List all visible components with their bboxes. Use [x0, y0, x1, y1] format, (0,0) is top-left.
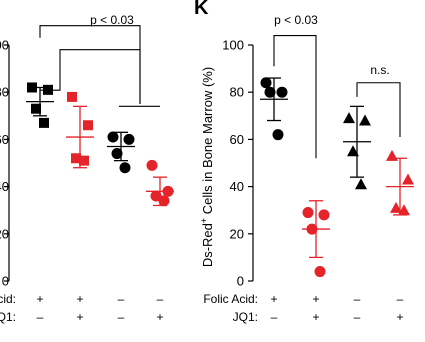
left-data-point [39, 117, 49, 128]
left-y-tick-label: 40 [0, 179, 9, 194]
right-data-point [347, 145, 359, 157]
left-folic-sign: – [157, 292, 164, 306]
right-data-point [306, 223, 318, 235]
left-y-tick-label: 80 [0, 85, 9, 100]
left-y-tick-label: 60 [0, 132, 9, 147]
right-data-point [272, 129, 284, 141]
right-data-point [359, 114, 371, 126]
right-y-tick-label: 0 [237, 274, 244, 289]
left-data-point [31, 103, 41, 114]
right-sig-bracket [273, 35, 317, 159]
left-jq1-sign: + [156, 310, 163, 324]
left-y-tick-label: 20 [0, 226, 9, 241]
right-folic-sign: – [397, 292, 404, 306]
right-data-point [276, 86, 288, 98]
right-data-point [302, 207, 314, 219]
right-y-axis-label: Ds-Red+ Cells in Bone Marrow (%) [199, 67, 215, 267]
right-data-point [343, 112, 355, 124]
left-data-point [67, 91, 77, 102]
right-ns-label: n.s. [370, 63, 389, 77]
left-data-point [107, 131, 119, 143]
left-data-point [150, 190, 162, 202]
left-row-label-folic: cid: [0, 292, 16, 306]
right-data-point [398, 204, 410, 216]
left-data-point [79, 155, 89, 166]
right-data-point [402, 173, 414, 185]
left-jq1-sign: – [118, 310, 125, 324]
right-folic-sign: + [312, 292, 319, 306]
left-data-point [158, 195, 170, 207]
right-y-tick-label: 40 [230, 179, 244, 194]
right-data-point [390, 201, 402, 213]
left-row-label-jq1: JQ1: [0, 310, 16, 324]
left-sig-bracket-upper [40, 49, 141, 104]
right-data-point [314, 266, 326, 278]
left-y-tick-label: 0 [2, 274, 9, 289]
left-data-point [27, 82, 37, 93]
right-row-label-folic: Folic Acid: [203, 292, 258, 306]
right-data-point [318, 209, 330, 221]
left-sig-label: p < 0.03 [90, 13, 134, 27]
left-data-point [71, 153, 81, 164]
right-data-point [355, 178, 367, 190]
right-y-tick-label: 80 [230, 85, 244, 100]
right-y-tick-label: 20 [230, 226, 244, 241]
right-y-tick-label: 100 [222, 38, 244, 53]
left-data-point [119, 162, 131, 174]
right-jq1-sign: + [396, 310, 403, 324]
left-data-point [162, 185, 174, 197]
right-data-point [260, 77, 272, 89]
right-jq1-sign: + [312, 310, 319, 324]
left-data-point [111, 148, 123, 160]
right-data-point [264, 86, 276, 98]
right-panel: p < 0.03 n.s. Ds-Red+ Cells in Bone Marr… [199, 13, 414, 324]
right-jq1-sign: – [271, 310, 278, 324]
left-folic-sign: – [118, 292, 125, 306]
left-folic-sign: + [76, 292, 83, 306]
left-folic-sign: + [36, 292, 43, 306]
right-y-tick-label: 60 [230, 132, 244, 147]
right-folic-sign: – [354, 292, 361, 306]
right-data-point [386, 149, 398, 161]
left-data-point [146, 159, 158, 171]
right-ns-bracket [356, 82, 401, 138]
left-data-point [83, 120, 93, 131]
left-y-tick-label: 00 [0, 38, 9, 53]
left-data-point [123, 133, 135, 145]
right-jq1-sign: – [354, 310, 361, 324]
figure-title-fragment: K [194, 0, 209, 19]
left-jq1-sign: + [76, 310, 83, 324]
left-sig-bracket-span [39, 25, 141, 104]
right-row-label-jq1: JQ1: [233, 310, 258, 324]
right-sig-label: p < 0.03 [274, 13, 318, 27]
left-jq1-sign: – [37, 310, 44, 324]
left-panel: p < 0.03 cid: JQ1: 0 20 40 60 80 00 + + – – – + – + [0, 13, 174, 324]
right-folic-sign: + [270, 292, 277, 306]
